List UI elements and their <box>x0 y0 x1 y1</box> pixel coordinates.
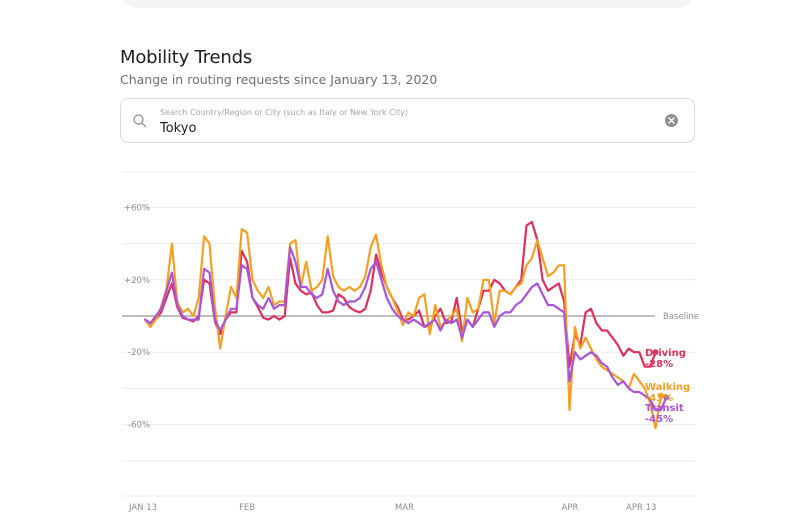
series-layer <box>143 220 670 430</box>
series-end-dot-walking <box>657 392 664 399</box>
page-subtitle: Change in routing requests since January… <box>120 72 438 87</box>
page-title: Mobility Trends <box>120 47 253 68</box>
series-label-driving: Driving <box>645 348 686 359</box>
x-tick-label: MAR <box>395 503 414 513</box>
series-line-driving <box>143 220 657 368</box>
series-value-transit: -45% <box>645 414 673 425</box>
y-tick-label: +60% <box>124 203 150 213</box>
search-input[interactable]: Tokyo <box>160 121 197 136</box>
clear-icon[interactable] <box>665 114 678 127</box>
series-end-labels: Driving-28% Walking-43%Transit-45% <box>645 348 690 425</box>
y-tick-labels: +60% +20% -20% -60% <box>124 203 150 430</box>
series-end-dot-driving <box>652 349 659 356</box>
series-value-driving: -28% <box>645 359 673 370</box>
x-tick-label: APR <box>562 503 579 513</box>
series-label-transit: Transit <box>645 403 684 414</box>
x-tick-label: APR 13 <box>626 503 656 513</box>
search-placeholder: Search Country/Region or City (such as I… <box>160 108 408 117</box>
previous-card <box>120 0 695 8</box>
series-label-walking: Walking <box>645 382 690 393</box>
y-tick-label: -20% <box>128 348 150 358</box>
y-tick-label: +20% <box>124 276 150 286</box>
grid-layer <box>122 171 695 462</box>
series-value-walking: -43% <box>645 393 673 404</box>
search-field[interactable]: Search Country/Region or City (such as I… <box>120 98 695 143</box>
search-icon <box>132 113 148 129</box>
baseline-label: Baseline <box>663 312 699 322</box>
series-line-walking <box>143 228 663 430</box>
x-tick-label: JAN 13 <box>128 503 157 513</box>
x-tick-label: FEB <box>239 503 255 513</box>
x-tick-labels: JAN 13 FEB MAR APR APR 13 <box>122 495 695 513</box>
y-tick-label: -60% <box>128 421 150 431</box>
series-line-transit <box>143 246 668 412</box>
series-end-dot-transit <box>663 394 670 401</box>
